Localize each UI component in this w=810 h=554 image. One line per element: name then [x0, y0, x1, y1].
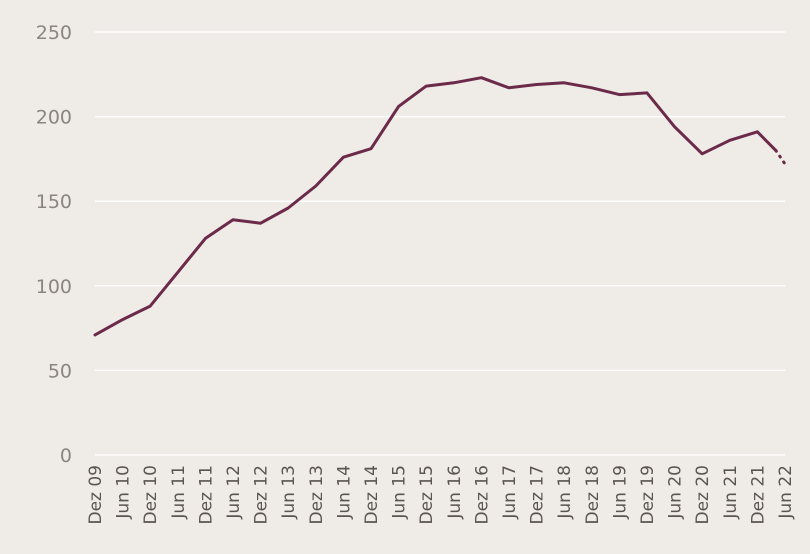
y-tick-label: 150 [36, 191, 72, 213]
x-tick-label: Dez 11 [196, 465, 216, 525]
y-tick-label: 250 [36, 22, 72, 44]
y-tick-label: 0 [60, 445, 72, 467]
x-tick-label: Jun 21 [721, 465, 741, 520]
x-tick-label: Jun 17 [500, 465, 520, 520]
x-tick-label: Jun 16 [445, 465, 465, 520]
x-tick-label: Jun 14 [334, 465, 354, 520]
x-tick-label: Dez 18 [583, 465, 603, 525]
x-tick-label: Jun 18 [555, 465, 575, 520]
gridlines [95, 31, 785, 456]
series-lines [93, 76, 787, 337]
x-tick-label: Dez 20 [693, 465, 713, 525]
x-tick-label: Jun 22 [776, 465, 796, 520]
x-tick-label: Jun 10 [114, 465, 134, 520]
x-tick-label: Jun 20 [666, 465, 686, 520]
x-tick-label: Jun 19 [610, 465, 630, 520]
x-tick-label: Dez 13 [307, 465, 327, 525]
series-line-dotted [774, 148, 787, 166]
x-tick-label: Dez 09 [86, 465, 106, 525]
y-tick-label: 100 [36, 276, 72, 298]
x-tick-label: Jun 13 [279, 465, 299, 520]
x-axis-ticks: Dez 09 Jun 10 Dez 10 Jun 11 Dez 11 Jun 12 Dez … [86, 465, 796, 525]
x-tick-label: Dez 15 [417, 465, 437, 525]
x-tick-label: Dez 17 [528, 465, 548, 525]
x-tick-label: Dez 19 [638, 465, 658, 525]
y-tick-label: 200 [36, 107, 72, 129]
x-tick-label: Dez 21 [748, 465, 768, 525]
y-axis-ticks: 0 50 100 150 200 250 [36, 22, 72, 467]
y-tick-label: 50 [48, 360, 72, 382]
x-tick-label: Jun 11 [169, 465, 189, 520]
x-tick-label: Jun 15 [390, 465, 410, 520]
x-tick-label: Dez 10 [141, 465, 161, 525]
series-line [93, 76, 778, 337]
x-tick-label: Dez 14 [362, 465, 382, 525]
x-tick-label: Jun 12 [224, 465, 244, 520]
x-tick-label: Dez 12 [252, 465, 272, 525]
x-tick-label: Dez 16 [472, 465, 492, 525]
